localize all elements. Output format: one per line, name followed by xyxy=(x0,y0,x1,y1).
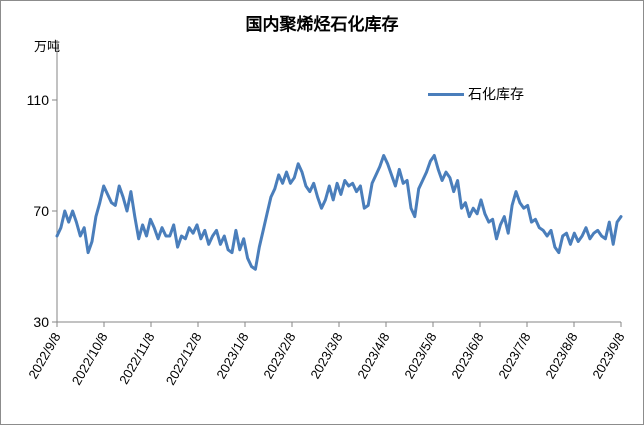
x-tick-label: 2023/9/8 xyxy=(589,330,627,381)
x-tick-label: 2022/9/8 xyxy=(25,330,63,381)
x-tick-label: 2023/7/8 xyxy=(495,330,533,381)
series-line-0 xyxy=(55,154,623,271)
y-axis-unit-label: 万吨 xyxy=(34,40,61,55)
x-tick-label: 2023/5/8 xyxy=(401,330,439,381)
y-tick-label: 70 xyxy=(33,203,49,219)
legend: 石化库存 xyxy=(428,84,524,104)
x-tick-label: 2022/10/8 xyxy=(69,330,111,388)
legend-swatch xyxy=(428,92,464,96)
x-tick-label: 2023/1/8 xyxy=(213,330,251,381)
x-tick-label: 2023/2/8 xyxy=(260,330,298,381)
x-tick-label: 2023/4/8 xyxy=(354,330,392,381)
y-tick-label: 110 xyxy=(27,92,50,108)
y-tick-label: 30 xyxy=(33,314,49,330)
chart-title: 国内聚烯烃石化库存 xyxy=(245,15,399,35)
x-tick-label: 2023/3/8 xyxy=(307,330,345,381)
x-tick-label: 2023/6/8 xyxy=(448,330,486,381)
x-tick-label: 2022/12/8 xyxy=(163,330,205,388)
x-tick-label: 2023/8/8 xyxy=(542,330,580,381)
x-tick-label: 2022/11/8 xyxy=(116,330,157,387)
legend-label: 石化库存 xyxy=(468,87,524,103)
